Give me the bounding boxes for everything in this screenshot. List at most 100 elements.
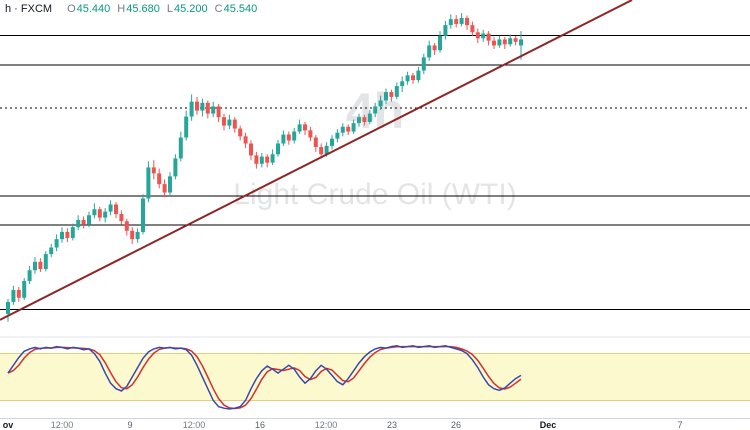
candle-body [492, 40, 496, 46]
candle-body [346, 126, 351, 132]
symbol-title[interactable]: h · FXCM [5, 3, 53, 15]
ohlc-high-label: H [117, 3, 126, 15]
candle-body [340, 126, 345, 133]
time-axis-label: 7 [677, 420, 683, 430]
candle-body [200, 102, 205, 111]
candle-body [297, 124, 302, 132]
candle-body [243, 136, 248, 144]
candle-body [502, 39, 507, 45]
time-axis-label: 12:00 [50, 420, 74, 430]
candle-body [130, 230, 135, 240]
ohlc-close-value: 45.540 [223, 3, 258, 15]
candle-body [43, 254, 48, 270]
candle-body [184, 116, 189, 138]
candle-body [108, 204, 113, 212]
candle-body [195, 101, 199, 111]
candle-body [438, 35, 442, 51]
candle-body [330, 138, 334, 146]
chart-canvas[interactable] [0, 0, 750, 418]
ohlc-high-value: 45.680 [126, 3, 160, 15]
candle-body [313, 137, 318, 148]
time-axis-label: 9 [127, 420, 133, 430]
candle-body [11, 289, 16, 302]
candle-body [362, 117, 367, 122]
candle-body [114, 204, 118, 215]
ohlc-open-label: O [67, 3, 76, 15]
time-axis-label: 12:00 [182, 420, 206, 430]
horizontal-level-lines[interactable] [0, 34, 750, 311]
candle-body [475, 32, 480, 39]
candle-body [416, 70, 421, 81]
time-axis-label: 16 [254, 420, 266, 430]
candle-body [308, 130, 313, 138]
candle-body [33, 261, 37, 271]
candle-body [513, 38, 518, 42]
candle-body [216, 106, 221, 118]
candle-body [373, 106, 378, 114]
candle-body [16, 289, 21, 298]
candle-body [189, 101, 194, 117]
candle-body [205, 102, 210, 114]
candle-body [367, 113, 372, 122]
candle-body [292, 131, 297, 141]
candle-body [211, 106, 216, 114]
candle-body [81, 220, 86, 225]
time-axis[interactable]: ov 12:00 9 12:00 16 12:00 23 26 Dec 7 [0, 418, 750, 430]
candle-body [173, 158, 178, 177]
candle-body [60, 231, 64, 240]
candle-body [411, 75, 415, 81]
candle-body [303, 124, 307, 131]
time-axis-label: 26 [450, 420, 462, 430]
candle-body [400, 81, 405, 87]
candle-body [427, 45, 432, 58]
candle-body [22, 280, 27, 298]
candle-body [70, 227, 75, 238]
symbol-legend[interactable]: h · FXCM O45.440 H45.680 L45.200 C45.540 [5, 3, 257, 15]
candle-body [394, 86, 399, 97]
candlestick-series[interactable] [6, 13, 523, 322]
candle-body [238, 128, 243, 137]
candle-body [97, 209, 102, 218]
stochastic-band [0, 353, 750, 401]
ohlc-low-label: L [166, 3, 174, 15]
candle-body [168, 176, 172, 193]
candle-body [157, 173, 162, 185]
candle-body [249, 143, 253, 156]
ohlc-low-value: 45.200 [174, 3, 208, 15]
ascending-trendline[interactable] [0, 0, 633, 321]
candle-body [27, 270, 32, 281]
candle-body [151, 167, 156, 174]
candle-body [443, 25, 448, 36]
candle-body [405, 75, 410, 82]
candle-body [357, 117, 361, 124]
candle-body [481, 33, 486, 39]
ohlc-open-value: 45.440 [76, 3, 111, 15]
price-pane[interactable]: 4h Light Crude Oil (WTI) h · FXCM O45.440… [0, 0, 750, 418]
candle-body [378, 100, 383, 107]
candle-body [124, 221, 129, 231]
candle-body [65, 231, 70, 238]
candle-body [470, 25, 475, 33]
candle-body [178, 137, 183, 159]
candle-body [389, 92, 394, 97]
candle-body [421, 57, 426, 71]
candle-body [222, 117, 226, 126]
candle-body [76, 220, 81, 228]
candle-body [454, 19, 459, 24]
candle-body [227, 119, 232, 126]
candle-body [141, 198, 145, 232]
candle-body [281, 134, 286, 144]
candle-body [232, 119, 237, 129]
time-axis-label: ov [2, 420, 14, 430]
candle-body [465, 17, 469, 26]
candle-body [135, 231, 140, 240]
candle-body [432, 45, 437, 51]
candle-body [276, 143, 280, 155]
candle-body [119, 214, 124, 222]
candle-body [254, 155, 259, 164]
time-axis-label: 12:00 [314, 420, 338, 430]
candle-body [351, 123, 356, 132]
candle-body [286, 134, 291, 141]
candle-body [49, 247, 54, 255]
candle-body [519, 39, 523, 46]
